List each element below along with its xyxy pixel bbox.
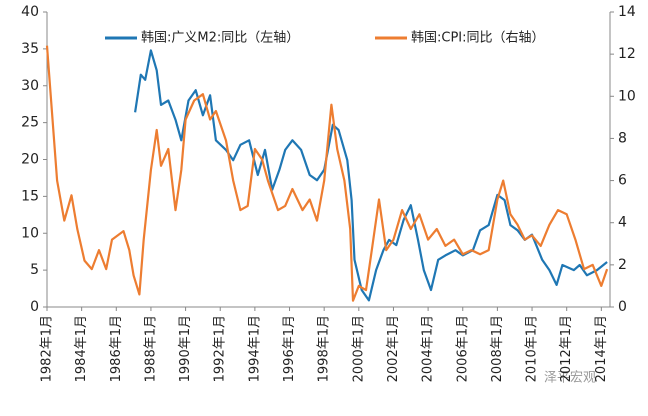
y2-tick-label: 6 xyxy=(618,173,627,189)
x-tick-label: 2006年1月 xyxy=(455,315,470,382)
x-tick-label: 2014年1月 xyxy=(594,315,609,382)
x-tick-label: 2010年1月 xyxy=(525,315,540,382)
x-tick-label: 1986年1月 xyxy=(109,315,124,382)
x-tick-label: 1982年1月 xyxy=(40,315,55,382)
y-tick-label: 25 xyxy=(21,115,39,131)
series-line xyxy=(134,49,608,302)
x-tick-label: 2004年1月 xyxy=(421,315,436,382)
y-tick-label: 15 xyxy=(21,188,39,204)
y2-tick-label: 8 xyxy=(618,130,627,146)
x-tick-label: 2008年1月 xyxy=(490,315,505,382)
y2-tick-label: 4 xyxy=(618,215,627,231)
y-tick-label: 35 xyxy=(21,41,39,57)
y2-tick-label: 0 xyxy=(618,299,627,315)
legend-label: 韩国:广义M2:同比（左轴） xyxy=(141,31,299,46)
series-line xyxy=(45,45,609,302)
x-tick-label: 1984年1月 xyxy=(74,315,89,382)
legend-label: 韩国:CPI:同比（右轴） xyxy=(411,31,545,46)
x-tick-label: 1994年1月 xyxy=(247,315,262,382)
x-tick-label: 2000年1月 xyxy=(351,315,366,382)
y2-tick-label: 12 xyxy=(618,46,636,62)
y-tick-label: 0 xyxy=(30,299,39,315)
y-tick-label: 30 xyxy=(21,78,39,94)
x-tick-label: 1988年1月 xyxy=(143,315,158,382)
y2-tick-label: 2 xyxy=(618,257,627,273)
y-tick-label: 10 xyxy=(21,225,39,241)
x-tick-label: 2012年1月 xyxy=(559,315,574,382)
x-tick-label: 2002年1月 xyxy=(386,315,401,382)
x-tick-label: 1998年1月 xyxy=(317,315,332,382)
y-tick-label: 5 xyxy=(30,262,39,278)
x-tick-label: 1996年1月 xyxy=(282,315,297,382)
x-tick-label: 1992年1月 xyxy=(213,315,228,382)
y2-tick-label: 10 xyxy=(618,88,636,104)
y-tick-label: 20 xyxy=(21,152,39,168)
y-tick-label: 40 xyxy=(21,4,39,20)
x-tick-label: 1990年1月 xyxy=(178,315,193,382)
watermark: 泽平宏观 xyxy=(544,371,596,386)
y2-tick-label: 14 xyxy=(618,4,636,20)
